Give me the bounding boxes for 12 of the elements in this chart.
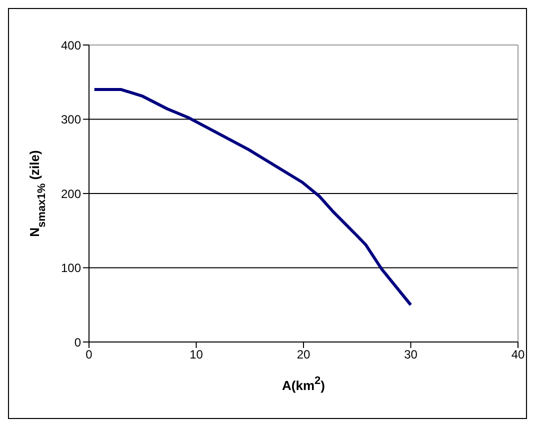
y-tick-label: 300 <box>60 112 82 127</box>
x-tick-label: 40 <box>511 348 525 362</box>
y-tick-label: 100 <box>60 261 82 276</box>
x-tick-label: 10 <box>190 348 204 362</box>
x-tick-label: 20 <box>296 348 310 362</box>
y-tick-label: 200 <box>60 186 82 201</box>
x-tick-label: 30 <box>404 348 418 362</box>
y-tick-label: 0 <box>74 335 82 350</box>
line-series <box>92 88 412 306</box>
x-axis-title: A(km$^{2}$) <box>282 375 325 393</box>
y-tick-label: 400 <box>60 38 82 52</box>
x-tick-label: 0 <box>86 348 93 362</box>
